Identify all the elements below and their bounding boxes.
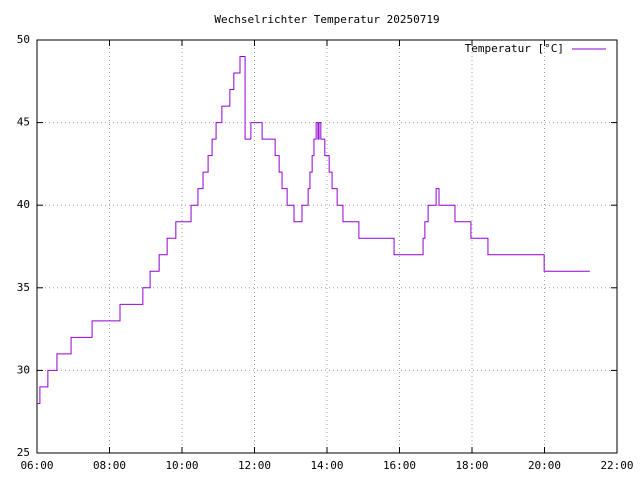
- y-tick-label: 35: [17, 281, 30, 294]
- y-tick-label: 45: [17, 116, 30, 129]
- x-tick-label: 08:00: [93, 459, 126, 472]
- x-tick-label: 12:00: [238, 459, 271, 472]
- x-tick-label: 20:00: [528, 459, 561, 472]
- y-tick-label: 50: [17, 33, 30, 46]
- legend-label: Temperatur [°C]: [465, 42, 564, 55]
- y-tick-label: 25: [17, 446, 30, 459]
- x-tick-label: 06:00: [20, 459, 53, 472]
- y-tick-label: 30: [17, 363, 30, 376]
- x-tick-label: 18:00: [455, 459, 488, 472]
- x-tick-label: 16:00: [383, 459, 416, 472]
- series-line: [37, 56, 590, 404]
- y-tick-label: 40: [17, 198, 30, 211]
- chart-title: Wechselrichter Temperatur 20250719: [214, 13, 439, 26]
- x-tick-label: 14:00: [310, 459, 343, 472]
- x-tick-label: 22:00: [600, 459, 633, 472]
- plot-border: [36, 39, 618, 454]
- x-tick-label: 10:00: [165, 459, 198, 472]
